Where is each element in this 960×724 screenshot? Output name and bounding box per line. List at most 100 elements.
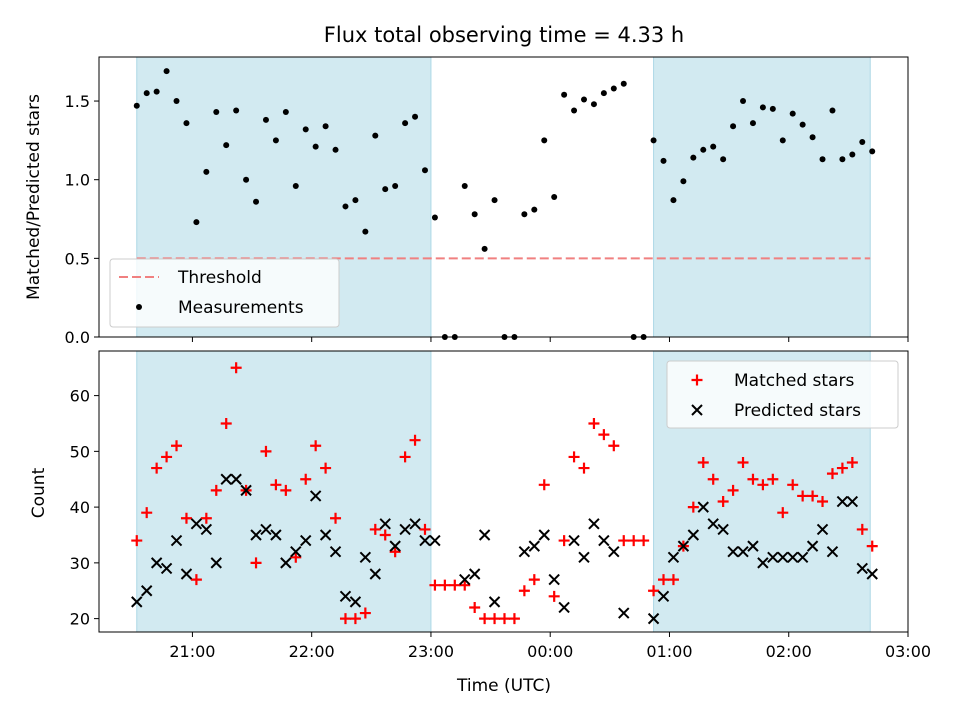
measurement-point (541, 137, 548, 144)
predicted-star-point (538, 529, 550, 541)
matched-star-point (667, 574, 679, 586)
y-tick-label: 1.0 (65, 171, 90, 190)
predicted-star-point (280, 557, 292, 569)
measurement-point (153, 88, 160, 95)
measurement-point (223, 142, 230, 149)
predicted-star-point (290, 546, 302, 558)
matched-star-point (270, 479, 282, 491)
matched-star-point (320, 462, 332, 474)
x-tick-label: 01:00 (646, 642, 692, 661)
measurement-point (322, 123, 329, 130)
matched-star-point (469, 601, 481, 613)
legend-measurements-swatch (136, 304, 142, 310)
measurement-point (392, 182, 399, 189)
measurement-point (272, 137, 279, 144)
predicted-star-point (459, 573, 471, 586)
matched-star-point (131, 535, 143, 547)
predicted-star-point (518, 546, 531, 558)
measurement-point (581, 96, 588, 103)
measurement-point (372, 132, 379, 139)
matched-star-point (836, 462, 848, 474)
predicted-star-point (170, 534, 183, 547)
predicted-star-point (379, 518, 391, 530)
y-tick-label: 20 (70, 610, 90, 629)
predicted-star-point (210, 557, 222, 569)
predicted-star-point (419, 534, 431, 547)
predicted-star-point (220, 473, 232, 485)
legend-top: Threshold Measurements (109, 258, 340, 328)
matched-star-point (697, 457, 709, 469)
measurement-point (402, 120, 409, 127)
predicted-star-point (598, 534, 610, 547)
measurement-point (193, 219, 200, 226)
predicted-star-point (300, 534, 312, 547)
matched-star-point (747, 473, 759, 485)
legend-matched-label: Matched stars (734, 371, 854, 391)
measurement-point (491, 197, 498, 204)
measurement-point (262, 116, 269, 123)
matched-star-point (190, 574, 202, 586)
matched-star-point (489, 613, 501, 625)
y-tick-label: 30 (70, 554, 90, 573)
matched-star-point (290, 551, 302, 563)
predicted-star-point (697, 501, 709, 513)
measurement-point (849, 151, 856, 158)
predicted-star-point (677, 540, 690, 552)
matched-star-point (180, 512, 192, 524)
predicted-star-point (319, 529, 332, 541)
predicted-star-point (618, 607, 630, 619)
matched-star-point (399, 451, 411, 463)
predicted-star-point (200, 523, 213, 536)
matched-star-point (518, 585, 530, 597)
predicted-star-point (826, 546, 839, 558)
shaded-interval (136, 351, 431, 632)
legend-box (666, 360, 899, 429)
matched-star-point (379, 529, 391, 541)
chart-title: Flux total observing time = 4.33 h (324, 23, 684, 47)
bottom-panel-counts: 20 30 40 50 60 21:00 22:00 23:00 00:00 01:00 02:00… (70, 350, 931, 661)
matched-star-point (528, 574, 540, 586)
x-tick-label: 02:00 (766, 642, 812, 661)
predicted-star-point (190, 518, 203, 530)
measurement-point (362, 228, 369, 235)
axes-frame (98, 56, 909, 338)
predicted-star-point (737, 546, 749, 558)
measurement-point (590, 101, 597, 108)
predicted-star-point (131, 596, 143, 608)
measurement-point (720, 156, 727, 163)
predicted-star-point (856, 562, 868, 575)
matched-star-point (310, 440, 322, 452)
matched-star-point (856, 523, 868, 535)
predicted-star-point (160, 562, 173, 575)
matched-star-point (220, 417, 232, 429)
measurement-point (749, 120, 756, 127)
predicted-star-point (409, 518, 421, 530)
matched-star-point (648, 585, 660, 597)
matched-star-point (250, 557, 262, 569)
matched-star-point (498, 613, 510, 625)
matched-star-point (260, 445, 272, 457)
predicted-star-point (349, 596, 362, 608)
measurement-point (670, 197, 677, 204)
matched-star-point (280, 484, 292, 496)
measurement-point (600, 90, 607, 97)
measurement-point (332, 146, 339, 153)
matched-star-point (826, 468, 838, 480)
matched-star-point (369, 523, 381, 535)
matched-star-point (389, 546, 401, 558)
measurement-point (163, 68, 170, 75)
measurement-point (531, 206, 538, 213)
predicted-star-point (548, 573, 560, 586)
predicted-star-point (687, 529, 700, 541)
matched-star-point (707, 473, 719, 485)
legend-box (109, 258, 340, 328)
x-tick-label: 03:00 (885, 642, 931, 661)
measurement-point (233, 107, 240, 114)
x-tick-label: 22:00 (289, 642, 335, 661)
predicted-star-point (717, 523, 729, 536)
matched-star-point (608, 440, 620, 452)
matched-star-point (349, 613, 361, 625)
measurement-point (799, 121, 806, 128)
measurement-point (421, 167, 428, 174)
